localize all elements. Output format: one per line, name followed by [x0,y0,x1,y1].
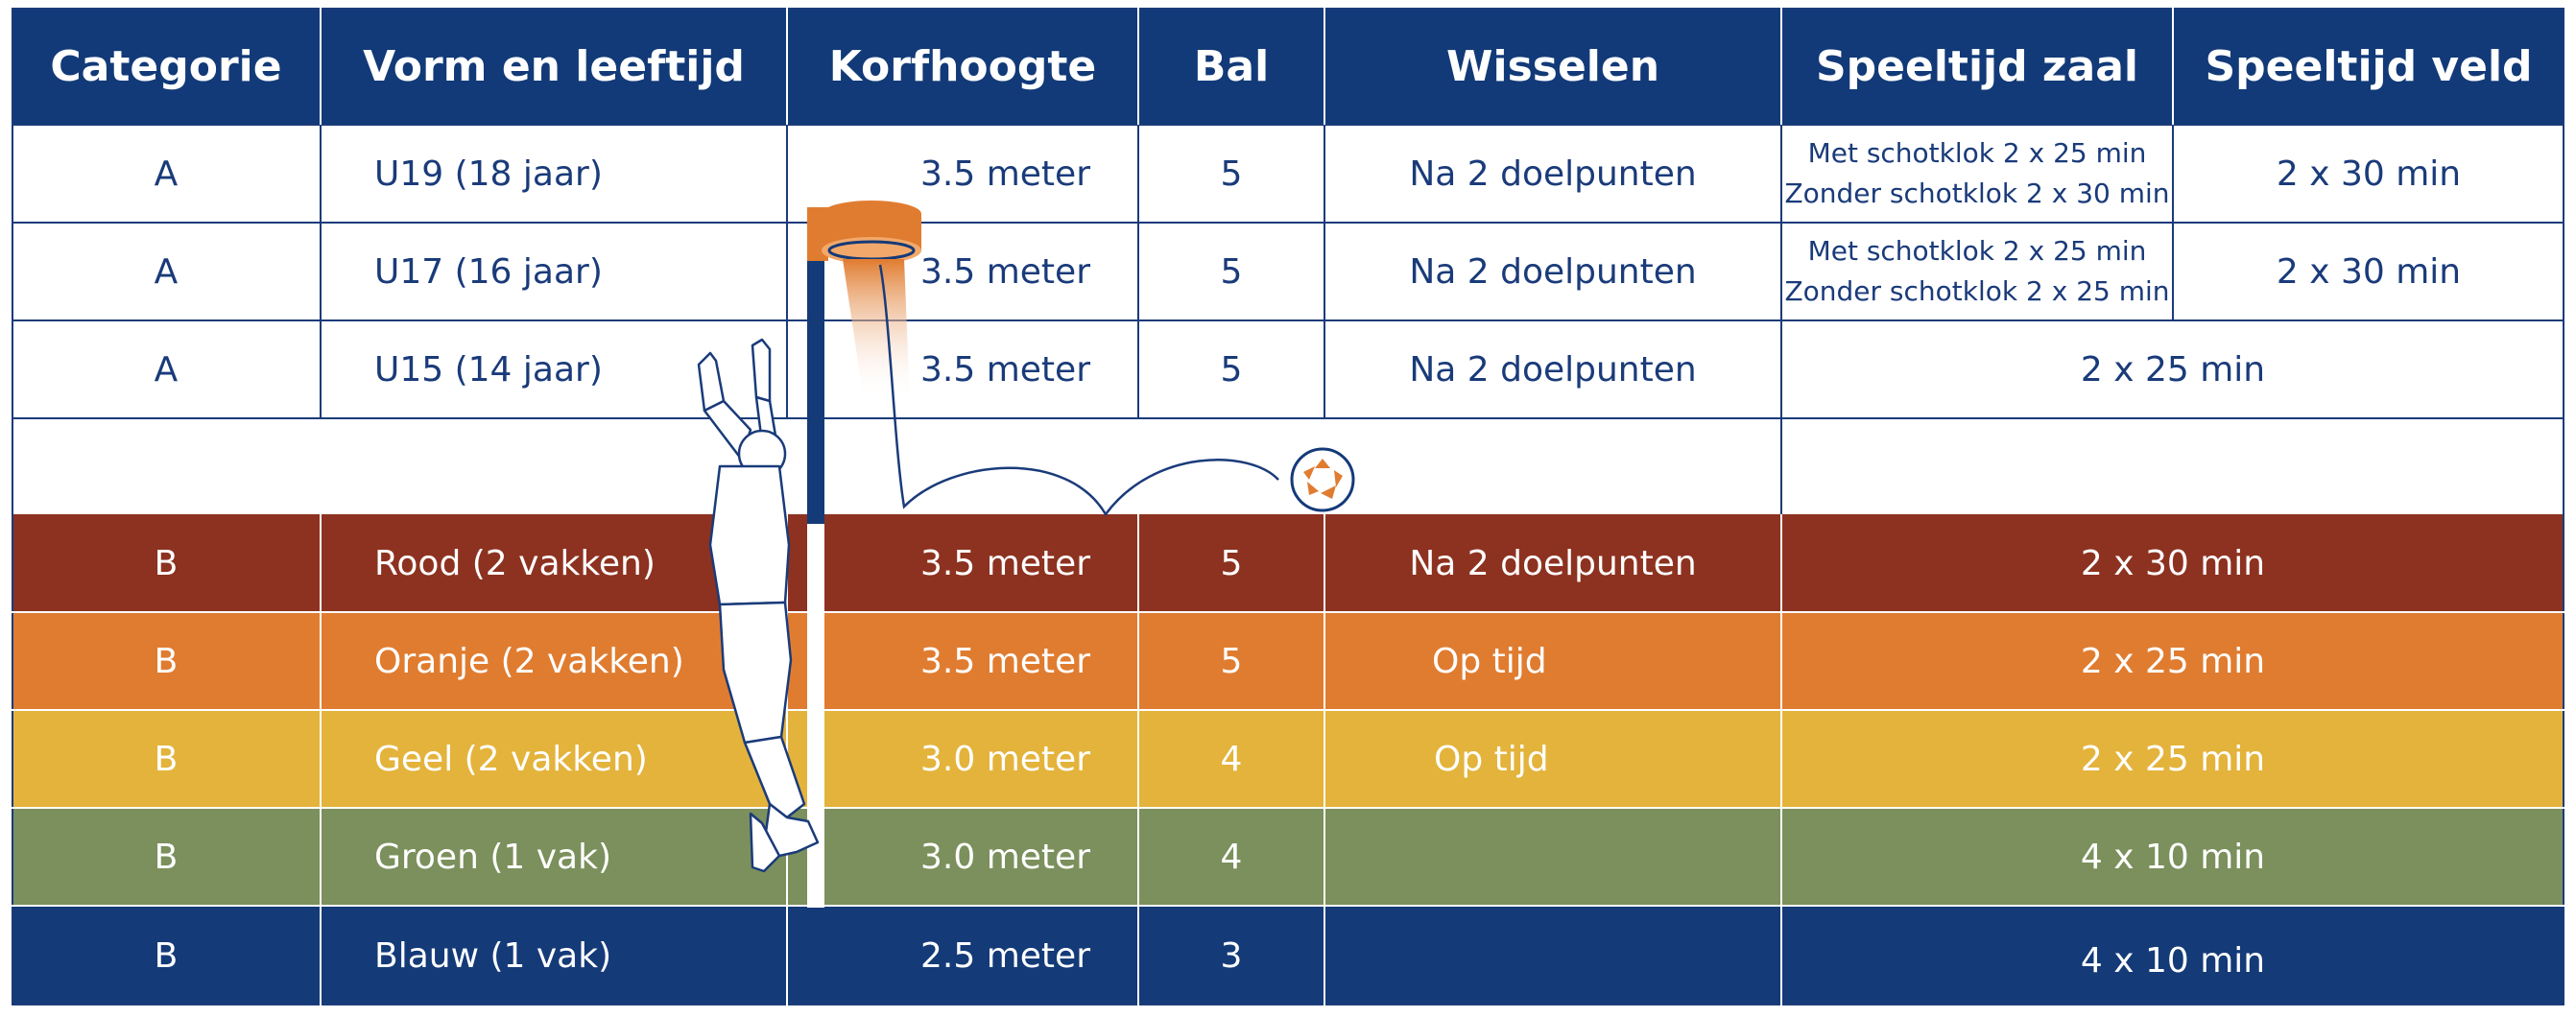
row-b-oranje-speeltijd: 2 x 25 min [1781,612,2564,710]
row-a2-speeltijd-zaal: Met schotklok 2 x 25 min Zonder schotklo… [1781,223,2173,320]
row-a3-vorm: U15 (14 jaar) [374,349,603,390]
row-a2-speeltijd-veld: 2 x 30 min [2276,251,2462,292]
row-b-oranje-vorm: Oranje (2 vakken) [321,612,787,710]
row-b-groen-speeltijd: 4 x 10 min [1781,808,2564,906]
row-a2-korfhoogte: 3.5 meter [920,251,1090,292]
row-a2-zaal-line2: Zonder schotklok 2 x 25 min [1784,275,2170,307]
row-b-geel-wisselen: Op tijd [1324,710,1781,808]
korfball-player-icon [697,338,820,873]
row-b-geel-categorie: B [12,710,321,808]
row-a2-vorm: U17 (16 jaar) [374,251,603,292]
ball-icon [1290,447,1355,512]
row-b-blauw-bal: 3 [1138,906,1324,1005]
row-b-rood-korfhoogte: 3.5 meter [787,514,1138,612]
row-a1-vorm: U19 (18 jaar) [374,154,603,194]
row-b-oranje-categorie: B [12,612,321,710]
header-bal: Bal [1138,8,1324,125]
row-a2-categorie: A [154,251,179,292]
korfball-illustration [697,201,1355,908]
row-b-blauw-wisselen [1324,906,1781,1005]
row-a3-bal: 5 [1220,349,1243,390]
header-korfhoogte: Korfhoogte [787,8,1138,125]
row-b-geel-speeltijd: 2 x 25 min [1781,710,2564,808]
row-b-geel-korfhoogte: 3.0 meter [787,710,1138,808]
row-b-blauw-korfhoogte: 2.5 meter [787,906,1138,1005]
row-b-oranje-bal: 5 [1138,612,1324,710]
row-a3-categorie: A [154,349,179,390]
row-b-oranje-wisselen: Op tijd [1324,612,1781,710]
row-b-rood-bal: 5 [1138,514,1324,612]
header-speeltijd-zaal: Speeltijd zaal [1781,8,2173,125]
row-a3-wisselen: Na 2 doelpunten [1409,349,1697,390]
row-a1-zaal-line1: Met schotklok 2 x 25 min [1807,137,2147,169]
row-b-groen-wisselen [1324,808,1781,906]
row-b-groen-korfhoogte: 3.0 meter [787,808,1138,906]
row-a1-categorie: A [154,154,179,194]
row-b-rood-wisselen: Na 2 doelpunten [1324,514,1781,612]
ball-trajectory-line [878,264,1279,517]
row-a2-bal: 5 [1220,251,1243,292]
row-b-rood-speeltijd: 2 x 30 min [1781,514,2564,612]
row-b-geel-vorm: Geel (2 vakken) [321,710,787,808]
row-a1-wisselen: Na 2 doelpunten [1409,154,1697,194]
row-b-blauw-speeltijd: 4 x 10 min [1781,906,2564,1005]
table-gridlines [12,8,2564,1005]
row-a1-zaal-line2: Zonder schotklok 2 x 30 min [1784,177,2170,209]
row-a1-bal: 5 [1220,154,1243,194]
header-wisselen: Wisselen [1324,8,1781,125]
header-categorie: Categorie [12,8,321,125]
korf-basket-icon [807,201,921,908]
row-a1-korfhoogte: 3.5 meter [920,154,1090,194]
row-b-blauw-vorm: Blauw (1 vak) [321,906,787,1005]
row-a1-speeltijd-veld: 2 x 30 min [2276,154,2462,194]
row-b-groen-categorie: B [12,808,321,906]
row-b-oranje-korfhoogte: 3.5 meter [787,612,1138,710]
header-vorm-en-leeftijd: Vorm en leeftijd [321,8,787,125]
row-b-blauw-categorie: B [12,906,321,1005]
row-b-rood-categorie: B [12,514,321,612]
header-speeltijd-veld: Speeltijd veld [2173,8,2564,125]
row-b-geel-bal: 4 [1138,710,1324,808]
row-b-groen-vorm: Groen (1 vak) [321,808,787,906]
row-a1-speeltijd-zaal: Met schotklok 2 x 25 min Zonder schotklo… [1781,125,2173,223]
row-b-rood-vorm: Rood (2 vakken) [321,514,787,612]
row-a2-wisselen: Na 2 doelpunten [1409,251,1697,292]
row-a3-speeltijd: 2 x 25 min [2080,349,2266,390]
row-a2-zaal-line1: Met schotklok 2 x 25 min [1807,235,2147,267]
korfbal-categorie-table: Categorie Vorm en leeftijd Korfhoogte Ba… [12,8,2564,1005]
row-a3-korfhoogte: 3.5 meter [920,349,1090,390]
row-b-groen-bal: 4 [1138,808,1324,906]
